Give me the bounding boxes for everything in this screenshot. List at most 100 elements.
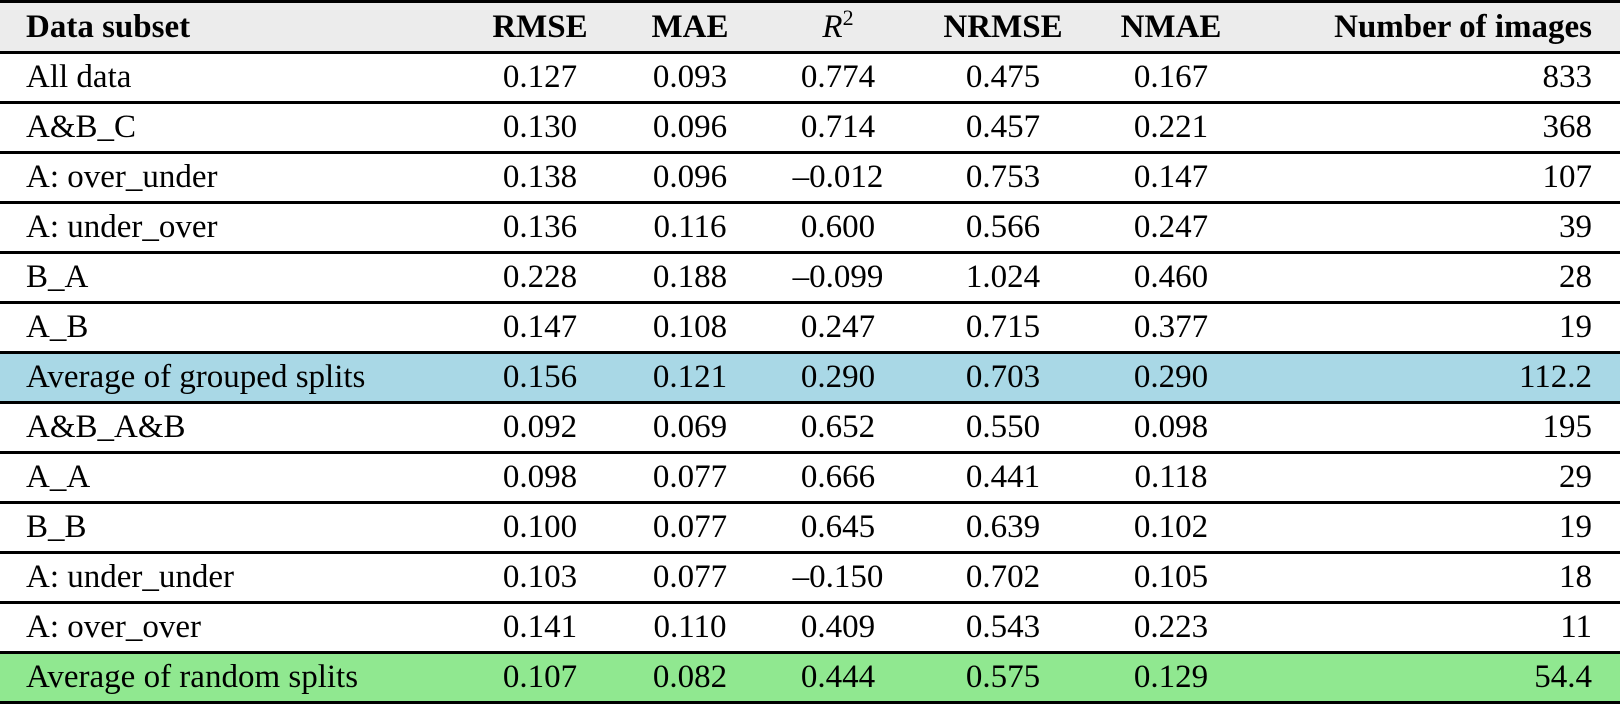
header-row: Data subset RMSE MAE R2 NRMSE NMAE Number of i… <box>0 0 1620 51</box>
table-cell: 0.702 <box>965 559 1041 595</box>
table-cell: 0.103 <box>502 559 578 595</box>
table-cell: 1.024 <box>965 259 1041 295</box>
table-cell: 0.105 <box>1133 559 1209 595</box>
table-cell: 0.147 <box>502 309 578 345</box>
table-cell: 0.116 <box>653 209 727 245</box>
table-row: B_A 0.228 0.188 –0.099 1.024 0.460 28 <box>0 251 1620 301</box>
table-cell: 0.550 <box>965 409 1041 445</box>
table-cell: Average of grouped splits <box>26 359 366 395</box>
table-cell: 0.247 <box>800 309 876 345</box>
table-cell: 0.666 <box>800 459 876 495</box>
table-cell: 0.121 <box>652 359 728 395</box>
header-cell: MAE <box>651 9 729 45</box>
header-symbol: R <box>822 9 843 45</box>
header-cell: Data subset <box>26 9 191 45</box>
table-row: Average of grouped splits 0.156 0.121 0.290… <box>0 351 1620 401</box>
table-cell: 0.096 <box>652 109 728 145</box>
table-cell: 0.290 <box>800 359 876 395</box>
table-cell: 0.444 <box>800 659 876 695</box>
table-cell: B_A <box>26 259 89 295</box>
table-row: All data 0.127 0.093 0.774 0.475 0.167 833 <box>0 51 1620 101</box>
table-cell: –0.099 <box>792 259 884 295</box>
table-cell: 195 <box>1542 409 1593 445</box>
table-cell: 11 <box>1560 609 1592 645</box>
header-cell: NMAE <box>1120 9 1222 45</box>
table-cell: 0.156 <box>502 359 578 395</box>
header-cell: Number of images <box>1334 9 1592 45</box>
table-row: Average of random splits 0.107 0.082 0.444 0… <box>0 651 1620 704</box>
table-cell: A: under_over <box>26 209 218 245</box>
table-row: A&B_A&B 0.092 0.069 0.652 0.550 0.098 195 <box>0 401 1620 451</box>
table-cell: 0.138 <box>502 159 578 195</box>
table-cell: 0.077 <box>652 509 728 545</box>
table-cell: 0.167 <box>1133 59 1209 95</box>
table-cell: A_B <box>26 309 89 345</box>
table-cell: 0.188 <box>652 259 728 295</box>
table-cell: 0.082 <box>652 659 728 695</box>
table-cell: 0.228 <box>502 259 578 295</box>
table-cell: 0.093 <box>652 59 728 95</box>
table-cell: 0.652 <box>800 409 876 445</box>
table-cell: 0.774 <box>800 59 876 95</box>
table-cell: 0.107 <box>502 659 578 695</box>
table-cell: A: over_over <box>26 609 202 645</box>
table-row: A: under_over 0.136 0.116 0.600 0.566 0.247 39 <box>0 201 1620 251</box>
table-cell: 0.441 <box>965 459 1041 495</box>
table-cell: 107 <box>1542 159 1593 195</box>
table-cell: 833 <box>1542 59 1593 95</box>
table-cell: 0.130 <box>502 109 578 145</box>
table-cell: 0.715 <box>965 309 1041 345</box>
table-cell: A_A <box>26 459 91 495</box>
table-cell: 0.110 <box>653 609 727 645</box>
table-cell: 0.221 <box>1133 109 1209 145</box>
table-cell: 0.098 <box>1133 409 1209 445</box>
table-cell: 0.100 <box>502 509 578 545</box>
table-row: A: over_over 0.141 0.110 0.409 0.543 0.223 11 <box>0 601 1620 651</box>
table-cell: 0.639 <box>965 509 1041 545</box>
table-cell: 0.069 <box>652 409 728 445</box>
header-cell: NRMSE <box>943 9 1063 45</box>
table-cell: 0.118 <box>1134 459 1208 495</box>
table-cell: 39 <box>1559 209 1592 245</box>
table-cell: 0.223 <box>1133 609 1209 645</box>
table-cell: 0.127 <box>502 59 578 95</box>
table-cell: 0.077 <box>652 559 728 595</box>
table-cell: 0.600 <box>800 209 876 245</box>
table-cell: 0.247 <box>1133 209 1209 245</box>
table-cell: 0.102 <box>1133 509 1209 545</box>
table-row: A_A 0.098 0.077 0.666 0.441 0.118 29 <box>0 451 1620 501</box>
table-cell: 0.543 <box>965 609 1041 645</box>
table-cell: 0.141 <box>502 609 578 645</box>
table-cell: 0.475 <box>965 59 1041 95</box>
table-cell: 0.136 <box>502 209 578 245</box>
table-cell: –0.012 <box>792 159 884 195</box>
table-row: A: under_under 0.103 0.077 –0.150 0.702 0.105… <box>0 551 1620 601</box>
table-cell: 112.2 <box>1518 359 1592 395</box>
table-cell: A: over_under <box>26 159 218 195</box>
table-cell: A: under_under <box>26 559 235 595</box>
table-cell: 0.575 <box>965 659 1041 695</box>
table-cell: 0.409 <box>800 609 876 645</box>
table-cell: B_B <box>26 509 87 545</box>
table-cell: 0.714 <box>800 109 876 145</box>
table-cell: 0.457 <box>965 109 1041 145</box>
table-cell: All data <box>26 59 132 95</box>
table-cell: 28 <box>1559 259 1592 295</box>
header-cell: R2 <box>822 3 853 51</box>
table-cell: 0.377 <box>1133 309 1209 345</box>
table-cell: 0.129 <box>1133 659 1209 695</box>
table-cell: 0.147 <box>1133 159 1209 195</box>
table-cell: 0.092 <box>502 409 578 445</box>
table-row: A: over_under 0.138 0.096 –0.012 0.753 0.147 1… <box>0 151 1620 201</box>
table-row: B_B 0.100 0.077 0.645 0.639 0.102 19 <box>0 501 1620 551</box>
table-cell: 0.645 <box>800 509 876 545</box>
table-cell: 19 <box>1559 509 1592 545</box>
table-cell: 0.098 <box>502 459 578 495</box>
table-row: A&B_C 0.130 0.096 0.714 0.457 0.221 368 <box>0 101 1620 151</box>
table-cell: 0.108 <box>652 309 728 345</box>
table-cell: 29 <box>1559 459 1592 495</box>
table-cell: 54.4 <box>1534 659 1592 695</box>
table-cell: 0.753 <box>965 159 1041 195</box>
table-cell: 0.566 <box>965 209 1041 245</box>
table-cell: 0.290 <box>1133 359 1209 395</box>
